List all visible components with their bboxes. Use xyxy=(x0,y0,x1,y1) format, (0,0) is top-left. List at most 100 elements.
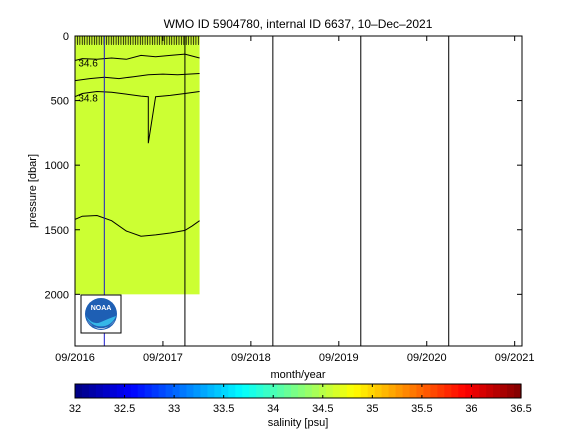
colorbar-cell xyxy=(256,384,264,398)
colorbar-title: salinity [psu] xyxy=(268,417,329,429)
colorbar-cell xyxy=(228,384,236,398)
colorbar-cell xyxy=(291,384,299,398)
colorbar-cell xyxy=(144,384,153,398)
colorbar-cell xyxy=(137,384,146,398)
colorbar-cell xyxy=(472,384,480,398)
colorbar-cell xyxy=(277,384,285,398)
colorbar-cell xyxy=(151,384,160,398)
colorbar-tick-label: 33 xyxy=(168,403,180,415)
colorbar-tick-label: 34 xyxy=(267,403,279,415)
colorbar-cell xyxy=(381,384,390,398)
colorbar-tick-label: 35 xyxy=(366,403,378,415)
x-tick-label: 09/2021 xyxy=(495,352,535,364)
colorbar-cell xyxy=(130,384,139,398)
colorbar-cell xyxy=(311,384,320,398)
colorbar-cell xyxy=(242,384,250,398)
colorbar-cell xyxy=(318,384,327,398)
colorbar-frame xyxy=(74,383,522,399)
y-tick-label: 2000 xyxy=(45,289,69,301)
contour-line xyxy=(75,214,200,237)
colorbar-cell xyxy=(430,384,438,398)
x-tick-label: 09/2017 xyxy=(143,352,183,364)
colorbar-cell xyxy=(507,384,515,398)
colorbar-cell xyxy=(158,384,167,398)
colorbar-cell xyxy=(360,384,369,398)
colorbar-cell xyxy=(207,384,215,398)
colorbar-cell xyxy=(465,384,473,398)
colorbar-cell xyxy=(116,384,125,398)
colorbar-cell xyxy=(179,384,188,398)
colorbar-cell xyxy=(423,384,432,398)
colorbar-cell xyxy=(416,384,425,398)
colorbar-cell xyxy=(298,384,306,398)
x-tick-label: 09/2018 xyxy=(231,352,271,364)
colorbar-cell xyxy=(486,384,494,398)
colorbar-tick-label: 34.5 xyxy=(312,403,333,415)
y-tick-label: 1500 xyxy=(45,225,69,237)
colorbar-cell xyxy=(346,384,355,398)
colorbar-cell xyxy=(75,384,83,398)
colorbar-cell xyxy=(81,384,90,398)
salinity-field xyxy=(75,36,200,295)
y-tick-label: 500 xyxy=(51,96,69,108)
x-axis-title: month/year xyxy=(270,369,325,381)
colorbar-cell xyxy=(95,384,104,398)
colorbar-cell xyxy=(200,384,209,398)
contour-line xyxy=(75,53,200,61)
colorbar-cell xyxy=(123,384,132,398)
colorbar-cell xyxy=(325,384,334,398)
colorbar-cell xyxy=(479,384,487,398)
y-tick-label: 0 xyxy=(63,31,69,43)
colorbar-cell xyxy=(214,384,222,398)
colorbar-tick-label: 32.5 xyxy=(114,403,135,415)
noaa-logo: NOAA xyxy=(80,294,122,334)
colorbar-cell xyxy=(409,384,418,398)
colorbar: 32 32.5 33 33.5 34 34.5 35 35.5 36 36.5 xyxy=(69,383,532,415)
colorbar-cell xyxy=(284,384,292,398)
colorbar-cell xyxy=(270,384,278,398)
colorbar-cell xyxy=(388,384,397,398)
colorbar-tick-label: 35.5 xyxy=(411,403,432,415)
colorbar-tick-label: 33.5 xyxy=(213,403,234,415)
colorbar-tick-label: 32 xyxy=(69,403,81,415)
colorbar-cell xyxy=(109,384,118,398)
colorbar-cell xyxy=(235,384,243,398)
colorbar-cell xyxy=(395,384,404,398)
y-tick-label: 1000 xyxy=(45,160,69,172)
contour-label: 34.6 xyxy=(78,59,98,70)
colorbar-cell xyxy=(186,384,195,398)
surface-band xyxy=(75,36,200,44)
colorbar-cell xyxy=(374,384,383,398)
colorbar-cell xyxy=(437,384,445,398)
colorbar-cell xyxy=(263,384,271,398)
colorbar-cell xyxy=(193,384,202,398)
colorbar-cell xyxy=(249,384,257,398)
colorbar-cell xyxy=(304,384,313,398)
plot-area: 34.6 34.8 xyxy=(75,36,200,295)
x-tick-label: 09/2020 xyxy=(407,352,447,364)
contour-label: 34.8 xyxy=(78,93,98,104)
colorbar-cell xyxy=(402,384,411,398)
colorbar-cell xyxy=(444,384,452,398)
colorbar-cell xyxy=(493,384,501,398)
colorbar-cell xyxy=(353,384,362,398)
colorbar-cell xyxy=(332,384,341,398)
colorbar-cell xyxy=(172,384,181,398)
colorbar-cell xyxy=(102,384,111,398)
colorbar-cell xyxy=(500,384,508,398)
colorbar-cell xyxy=(458,384,466,398)
colorbar-cell xyxy=(221,384,229,398)
colorbar-tick-label: 36.5 xyxy=(510,403,531,415)
colorbar-cell xyxy=(367,384,376,398)
chart-title: WMO ID 5904780, internal ID 6637, 10–Dec… xyxy=(164,17,433,31)
contour-line xyxy=(75,90,200,144)
colorbar-cell xyxy=(514,384,522,398)
colorbar-cell xyxy=(165,384,174,398)
x-tick-label: 09/2016 xyxy=(55,352,95,364)
colorbar-cell xyxy=(339,384,348,398)
colorbar-tick-label: 36 xyxy=(465,403,477,415)
y-axis-title: pressure [dbar] xyxy=(27,154,39,228)
svg-text:NOAA: NOAA xyxy=(91,305,112,312)
axes: 0 500 1000 1500 2000 09/2016 09/2017 09/2018 09/… xyxy=(45,31,535,364)
